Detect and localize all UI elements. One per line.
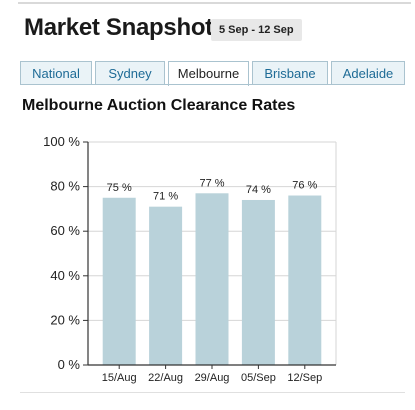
x-tick-label: 22/Aug — [148, 372, 183, 384]
tab-adelaide[interactable]: Adelaide — [331, 61, 405, 84]
bar-value-label: 76 % — [292, 180, 317, 192]
tab-brisbane[interactable]: Brisbane — [252, 61, 328, 84]
bar-value-label: 75 % — [107, 182, 132, 194]
header-border — [18, 2, 411, 4]
bar — [149, 206, 183, 365]
bar-value-label: 77 % — [199, 177, 224, 189]
tab-sydney[interactable]: Sydney — [95, 61, 165, 84]
tabs-baseline — [20, 84, 405, 85]
header: Market Snapshot 5 Sep - 12 Sep — [0, 0, 415, 56]
tab-melbourne[interactable]: Melbourne — [168, 61, 249, 86]
x-tick-label: 05/Sep — [241, 372, 276, 384]
y-tick-label: 100 % — [43, 134, 80, 149]
bar-value-label: 71 % — [153, 191, 178, 203]
y-tick-label: 80 % — [50, 179, 80, 194]
date-range-badge: 5 Sep - 12 Sep — [211, 19, 302, 41]
bar — [241, 199, 275, 365]
y-tick-label: 0 % — [58, 357, 81, 372]
footer-divider — [20, 392, 405, 393]
x-tick-label: 29/Aug — [195, 372, 230, 384]
chart-title: Melbourne Auction Clearance Rates — [22, 97, 296, 114]
x-tick-label: 12/Sep — [287, 372, 322, 384]
x-tick-label: 15/Aug — [102, 372, 137, 384]
bar — [102, 197, 136, 365]
bar — [195, 193, 229, 365]
page-title: Market Snapshot — [24, 14, 213, 41]
tab-national[interactable]: National — [20, 61, 92, 84]
bar-value-label: 74 % — [246, 184, 271, 196]
city-tabs: National Sydney Melbourne Brisbane Adela… — [20, 61, 405, 86]
bar — [288, 195, 322, 365]
y-tick-label: 40 % — [50, 268, 80, 283]
y-tick-label: 60 % — [50, 223, 80, 238]
y-tick-label: 20 % — [50, 312, 80, 327]
